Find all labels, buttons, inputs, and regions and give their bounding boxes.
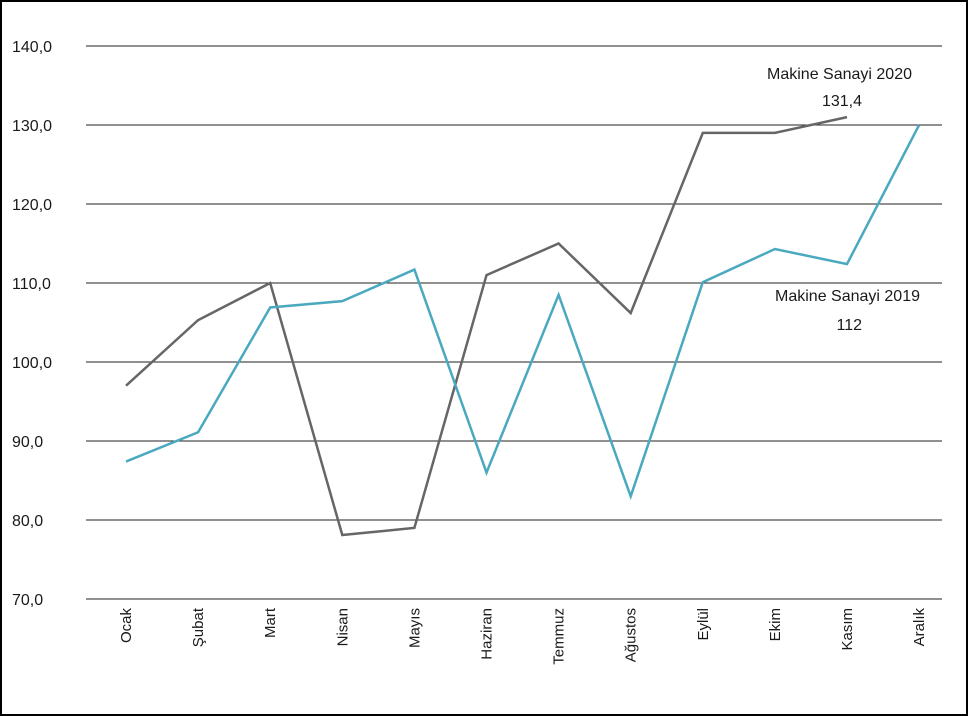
x-tick-label: Ocak <box>118 608 135 644</box>
y-tick-label: 100,0 <box>12 355 52 372</box>
series-lines <box>125 115 921 537</box>
series-2020-value-label: 131,4 <box>822 93 862 110</box>
y-tick-label: 110,0 <box>12 276 51 293</box>
x-tick-label: Ağustos <box>623 608 640 662</box>
x-tick-label: Ekim <box>767 608 784 641</box>
grid-lines <box>86 45 942 600</box>
x-tick-label: Temmuz <box>551 608 568 665</box>
y-tick-label: 120,0 <box>12 197 52 214</box>
y-tick-label: 140,0 <box>12 39 52 56</box>
x-tick-label: Şubat <box>190 607 207 647</box>
y-tick-label: 130,0 <box>12 118 52 135</box>
y-tick-label: 80,0 <box>12 513 43 530</box>
x-tick-label: Eylül <box>695 608 712 641</box>
series-2020-label: Makine Sanayi 2020 <box>767 66 912 83</box>
series-2020-line <box>125 115 848 537</box>
x-tick-label: Haziran <box>479 608 496 660</box>
x-tick-label: Mart <box>262 607 279 638</box>
series-2019-line <box>125 124 921 501</box>
y-tick-label: 70,0 <box>12 592 43 609</box>
x-tick-label: Mayıs <box>406 608 423 648</box>
x-tick-label: Aralık <box>911 608 928 647</box>
series-2019-value-label: 112 <box>836 317 862 334</box>
y-axis-ticks: 70,0 80,0 90,0 100,0 110,0 120,0 130,0 140,0 <box>12 39 52 609</box>
series-2019-label: Makine Sanayi 2019 <box>775 288 920 305</box>
x-tick-label: Nisan <box>334 608 351 646</box>
y-tick-label: 90,0 <box>12 434 43 451</box>
x-tick-label: Kasım <box>839 608 856 651</box>
series-annotations: Makine Sanayi 2020 131,4 Makine Sanayi 2… <box>767 66 920 334</box>
x-axis-ticks: Ocak Şubat Mart Nisan Mayıs Haziran Temmuz Ağus… <box>118 607 928 665</box>
